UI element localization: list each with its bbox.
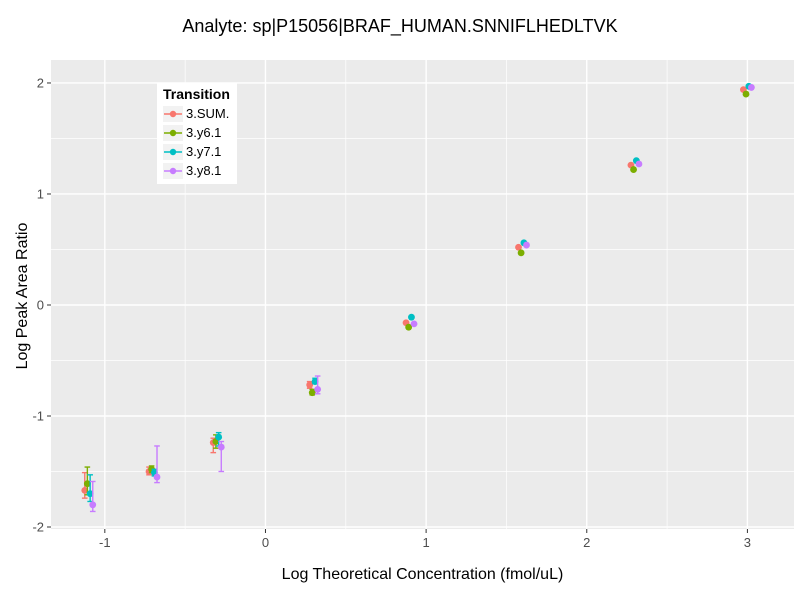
data-point bbox=[81, 486, 89, 494]
data-point bbox=[83, 480, 91, 488]
pointrange-key-icon bbox=[163, 105, 183, 122]
data-point bbox=[86, 490, 94, 498]
data-point bbox=[408, 313, 415, 321]
data-point bbox=[523, 241, 530, 249]
legend-key-point bbox=[169, 110, 177, 117]
data-point bbox=[630, 166, 637, 173]
legend-item: 3.y7.1 bbox=[163, 142, 230, 161]
data-point bbox=[308, 389, 316, 397]
legend-key-point bbox=[169, 129, 177, 136]
x-tick-label: -1 bbox=[99, 535, 111, 550]
pointrange-key-icon bbox=[163, 162, 183, 179]
y-tick-label: -2 bbox=[32, 520, 44, 535]
y-tick-label: 0 bbox=[37, 297, 44, 312]
legend-title: Transition bbox=[163, 86, 230, 102]
legend-key-point bbox=[169, 148, 177, 155]
legend-item-label: 3.y7.1 bbox=[186, 144, 222, 159]
data-point bbox=[515, 243, 522, 251]
plot-title: Analyte: sp|P15056|BRAF_HUMAN.SNNIFLHEDL… bbox=[182, 16, 618, 36]
x-tick-label: 2 bbox=[583, 535, 590, 550]
y-tick-label: -1 bbox=[32, 408, 44, 423]
data-point bbox=[405, 323, 413, 331]
legend-item: 3.y6.1 bbox=[163, 123, 230, 142]
legend-key-point bbox=[169, 167, 177, 174]
data-point bbox=[311, 378, 319, 385]
data-point bbox=[217, 443, 225, 451]
x-tick-label: 3 bbox=[744, 535, 751, 550]
data-point bbox=[314, 385, 322, 393]
data-point bbox=[153, 473, 161, 481]
x-tick-label: 1 bbox=[422, 535, 429, 550]
data-point bbox=[410, 320, 418, 328]
data-point bbox=[306, 381, 314, 389]
x-tick-label: 0 bbox=[262, 535, 269, 550]
legend: Transition 3.SUM. 3.y6.1 3.y7.1 3.y8.1 bbox=[157, 83, 237, 184]
data-point bbox=[635, 160, 643, 168]
legend-item: 3.SUM. bbox=[163, 104, 230, 123]
pointrange-key-icon bbox=[163, 124, 183, 141]
legend-item-label: 3.SUM. bbox=[186, 106, 230, 121]
legend-item-label: 3.y8.1 bbox=[186, 163, 222, 178]
legend-item: 3.y8.1 bbox=[163, 161, 230, 180]
data-point bbox=[748, 84, 755, 91]
pointrange-key-icon bbox=[163, 143, 183, 160]
data-point bbox=[742, 90, 750, 98]
data-point bbox=[89, 501, 97, 509]
data-point bbox=[215, 433, 223, 441]
y-axis-title: Log Peak Area Ratio bbox=[14, 222, 31, 370]
data-point bbox=[517, 249, 525, 257]
y-tick-label: 2 bbox=[37, 75, 44, 90]
x-axis-title: Log Theoretical Concentration (fmol/uL) bbox=[281, 566, 564, 583]
y-tick-label: 1 bbox=[37, 186, 44, 201]
legend-item-label: 3.y6.1 bbox=[186, 125, 222, 140]
